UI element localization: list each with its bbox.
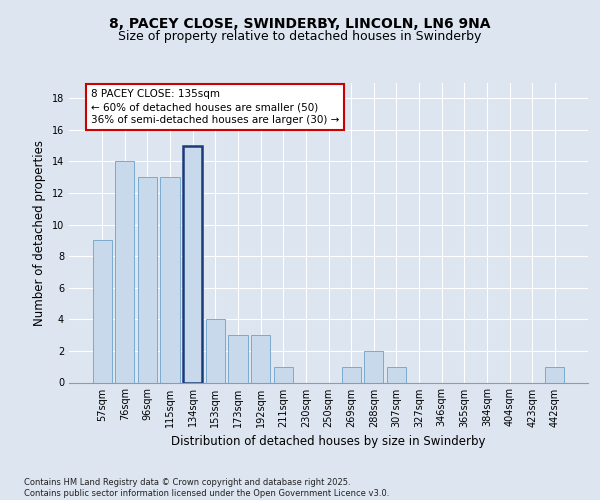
Bar — [206, 320, 225, 382]
X-axis label: Distribution of detached houses by size in Swinderby: Distribution of detached houses by size … — [171, 435, 486, 448]
Bar — [274, 366, 293, 382]
Bar — [251, 335, 270, 382]
Text: 8, PACEY CLOSE, SWINDERBY, LINCOLN, LN6 9NA: 8, PACEY CLOSE, SWINDERBY, LINCOLN, LN6 … — [109, 18, 491, 32]
Bar — [387, 366, 406, 382]
Bar — [364, 351, 383, 382]
Text: Contains HM Land Registry data © Crown copyright and database right 2025.
Contai: Contains HM Land Registry data © Crown c… — [24, 478, 389, 498]
Bar — [183, 146, 202, 382]
Text: 8 PACEY CLOSE: 135sqm
← 60% of detached houses are smaller (50)
36% of semi-deta: 8 PACEY CLOSE: 135sqm ← 60% of detached … — [91, 89, 339, 125]
Text: Size of property relative to detached houses in Swinderby: Size of property relative to detached ho… — [118, 30, 482, 43]
Bar — [138, 177, 157, 382]
Bar — [545, 366, 565, 382]
Bar — [341, 366, 361, 382]
Bar — [115, 162, 134, 382]
Bar — [160, 177, 180, 382]
Bar — [92, 240, 112, 382]
Y-axis label: Number of detached properties: Number of detached properties — [33, 140, 46, 326]
Bar — [229, 335, 248, 382]
